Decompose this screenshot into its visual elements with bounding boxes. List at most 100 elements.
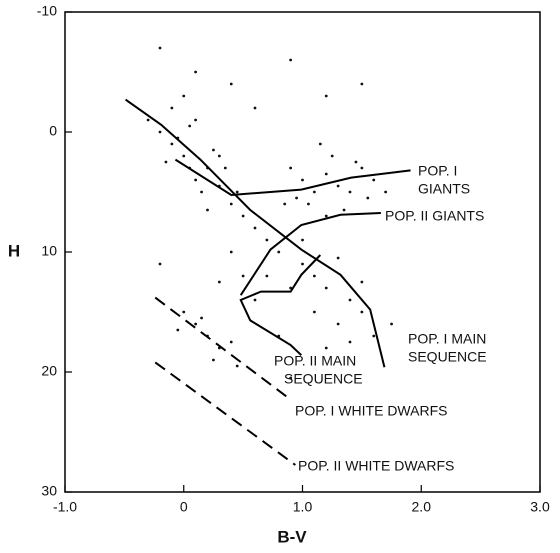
star-point xyxy=(312,310,316,314)
star-point xyxy=(217,280,221,284)
star-point xyxy=(182,310,186,314)
star-point xyxy=(229,202,233,206)
star-point xyxy=(229,250,233,254)
star-point xyxy=(235,364,239,368)
star-point xyxy=(200,190,203,194)
annotation: POP. II MAIN xyxy=(274,353,356,369)
star-point xyxy=(229,340,233,344)
star-point xyxy=(360,166,364,170)
star-point xyxy=(312,274,316,278)
y-tick-label: 0 xyxy=(49,123,57,139)
star-point xyxy=(253,298,257,302)
star-point xyxy=(324,346,328,350)
star-point xyxy=(366,196,370,200)
star-point xyxy=(289,166,293,170)
star-point xyxy=(330,154,334,158)
annotation: POP. II WHITE DWARFS xyxy=(298,458,454,474)
star-point xyxy=(324,94,328,98)
star-point xyxy=(164,160,168,164)
curve xyxy=(154,296,292,401)
star-point xyxy=(241,214,245,218)
star-point xyxy=(372,334,376,338)
star-point xyxy=(146,118,150,122)
star-point xyxy=(235,190,239,194)
star-point xyxy=(360,280,364,284)
star-point xyxy=(253,106,257,110)
star-point xyxy=(217,154,221,158)
y-tick-label: -10 xyxy=(37,3,57,19)
star-point xyxy=(200,316,203,320)
star-point xyxy=(384,190,388,194)
star-point xyxy=(241,274,245,278)
star-point xyxy=(283,202,287,206)
star-point xyxy=(360,310,364,314)
star-point xyxy=(307,202,310,206)
star-point xyxy=(170,142,174,146)
star-point xyxy=(176,328,180,332)
x-tick-label: 2.0 xyxy=(412,499,432,515)
star-point xyxy=(301,178,304,182)
star-point xyxy=(158,46,162,50)
star-point xyxy=(194,70,198,74)
star-point xyxy=(390,322,393,326)
star-point xyxy=(354,160,358,164)
star-point xyxy=(348,190,352,194)
star-point xyxy=(182,94,186,98)
star-point xyxy=(289,376,293,380)
star-point xyxy=(194,118,198,122)
star-point xyxy=(194,178,198,182)
star-point xyxy=(289,58,293,62)
star-point xyxy=(277,250,281,254)
x-tick-label: 0 xyxy=(180,499,188,515)
star-point xyxy=(324,286,328,290)
star-point xyxy=(158,130,162,134)
annotation: SEQUENCE xyxy=(284,371,363,387)
plot-frame xyxy=(64,11,541,493)
star-point xyxy=(182,154,186,158)
star-point xyxy=(348,340,352,344)
y-tick-label: 10 xyxy=(41,243,57,259)
annotation: GIANTS xyxy=(418,181,470,197)
curve xyxy=(239,212,381,296)
x-tick-label: 1.0 xyxy=(293,499,313,515)
star-point xyxy=(324,172,328,176)
star-point xyxy=(324,214,328,218)
star-point xyxy=(170,106,174,110)
star-point xyxy=(194,322,198,326)
curve xyxy=(239,254,322,356)
star-point xyxy=(188,124,192,128)
curve xyxy=(124,98,386,368)
star-point xyxy=(318,142,322,146)
star-point xyxy=(301,262,304,266)
star-point xyxy=(360,82,364,86)
star-point xyxy=(312,190,316,194)
star-point xyxy=(336,256,340,260)
star-point xyxy=(348,298,352,302)
star-point xyxy=(301,238,304,242)
y-tick-label: 30 xyxy=(41,483,57,499)
star-point xyxy=(265,238,269,242)
annotation: SEQUENCE xyxy=(408,349,487,365)
star-point xyxy=(253,226,257,230)
x-tick-label: -1.0 xyxy=(53,499,77,515)
annotation: POP. II GIANTS xyxy=(385,208,484,224)
annotation: POP. I WHITE DWARFS xyxy=(295,403,447,419)
star-point xyxy=(372,178,376,182)
star-point xyxy=(158,262,162,266)
star-point xyxy=(229,82,233,86)
star-point xyxy=(212,148,215,152)
star-point xyxy=(342,208,346,212)
y-tick-label: 20 xyxy=(41,363,57,379)
star-point xyxy=(336,184,340,188)
x-axis-label: B-V xyxy=(277,527,307,546)
curve xyxy=(154,361,296,466)
star-point xyxy=(336,322,340,326)
annotation: POP. I xyxy=(418,163,457,179)
star-point xyxy=(295,196,298,200)
star-point xyxy=(223,166,227,170)
annotation: POP. I MAIN xyxy=(408,331,486,347)
star-point xyxy=(206,208,209,212)
x-tick-label: 3.0 xyxy=(530,499,550,515)
